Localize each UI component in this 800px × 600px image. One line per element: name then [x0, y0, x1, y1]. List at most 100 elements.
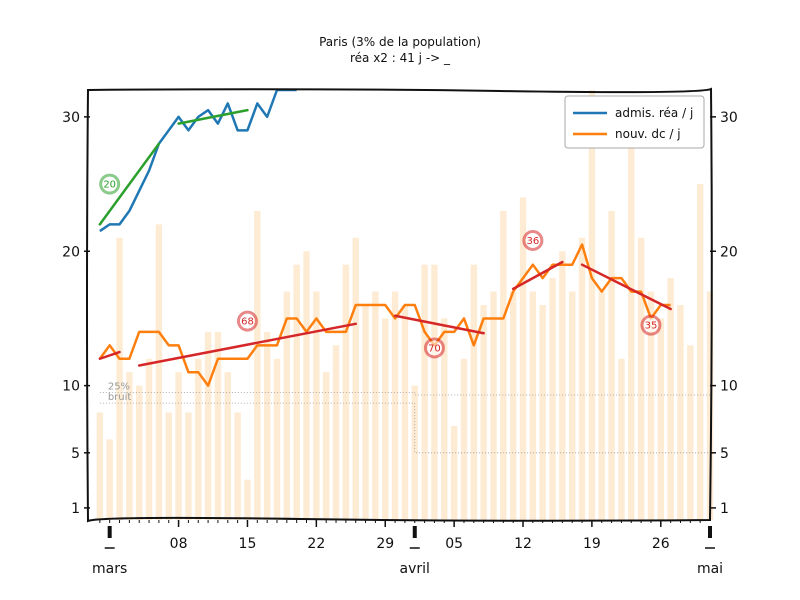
- y-tick-label-right: 20: [720, 244, 738, 260]
- bar: [136, 385, 143, 520]
- bar: [628, 143, 635, 520]
- bar: [382, 318, 389, 520]
- month-label: mars: [92, 561, 127, 577]
- noise-label: bruit: [108, 392, 132, 403]
- bar: [470, 264, 478, 520]
- badge-label: 20: [103, 180, 116, 191]
- bar: [332, 345, 340, 520]
- y-tick-label-right: 10: [720, 379, 738, 395]
- badge-label: 70: [428, 344, 441, 355]
- trend-line: [511, 260, 564, 291]
- y-tick-label-right: 1: [720, 501, 729, 517]
- month-label: avril: [400, 561, 430, 577]
- y-tick-label-right: 5: [720, 446, 729, 462]
- bar: [588, 90, 596, 520]
- bar: [687, 345, 694, 520]
- bar: [618, 358, 625, 520]
- bar: [490, 291, 497, 520]
- x-tick-label: 19: [583, 536, 601, 552]
- bar: [254, 210, 261, 520]
- bar: [559, 251, 566, 520]
- bar: [106, 439, 113, 520]
- noise-label: 25%: [108, 381, 130, 392]
- bar: [263, 331, 271, 520]
- badge-circle: [640, 314, 662, 336]
- trend-line: [393, 314, 485, 335]
- bar: [549, 278, 556, 520]
- bar: [352, 237, 359, 520]
- bar: [165, 412, 172, 520]
- badge-label: 68: [241, 317, 254, 328]
- bar: [204, 331, 212, 520]
- bar: [657, 318, 664, 520]
- plot-frame: [86, 87, 713, 523]
- y-tick-label-right: 30: [720, 110, 738, 126]
- bar: [647, 291, 655, 520]
- x-tick-label: 05: [445, 536, 463, 552]
- bar: [608, 210, 615, 520]
- series-line: [98, 243, 671, 387]
- bar: [155, 224, 163, 520]
- trend-line: [580, 263, 672, 311]
- bar: [234, 412, 241, 520]
- bar: [411, 385, 418, 520]
- y-tick-label-left: 5: [71, 446, 80, 462]
- bar: [539, 305, 546, 520]
- chart-subtitle: réa x2 : 41 j -> _: [350, 51, 451, 65]
- x-axis: 08 15 22 29 05 12 19 26 mars avril mai: [92, 520, 723, 577]
- bar: [303, 251, 310, 520]
- bar: [421, 264, 428, 520]
- badge-layer: 20 68 70 36 35: [99, 173, 662, 359]
- bar: [569, 291, 576, 520]
- bar: [96, 412, 104, 520]
- y-tick-label-left: 10: [62, 379, 80, 395]
- x-tick-label: 22: [307, 536, 325, 552]
- trend-line: [98, 142, 161, 226]
- legend-label-rea: admis. réa / j: [615, 106, 693, 120]
- bar: [598, 291, 605, 520]
- y-tick-label-left: 30: [62, 110, 80, 126]
- bar: [706, 291, 714, 520]
- bar: [322, 372, 330, 520]
- bar: [500, 210, 507, 520]
- x-tick-label: 29: [376, 536, 394, 552]
- fit-layer: [98, 108, 672, 367]
- bar: [637, 237, 645, 520]
- bar: [441, 318, 448, 520]
- bar: [460, 358, 468, 520]
- bar: [677, 305, 684, 520]
- bar: [509, 291, 517, 520]
- bar: [372, 291, 379, 520]
- bar: [283, 291, 291, 520]
- month-tick: [107, 526, 112, 538]
- x-tick-label: 08: [170, 536, 188, 552]
- month-tick: [708, 526, 712, 538]
- bar: [431, 264, 438, 520]
- chart-title: Paris (3% de la population): [319, 35, 481, 49]
- y-tick-label-left: 1: [71, 501, 80, 517]
- badge-circle: [423, 337, 445, 359]
- bar: [391, 291, 399, 520]
- badge-circle: [236, 310, 258, 332]
- y-tick-label-left: 20: [62, 244, 80, 260]
- legend-label-dc: nouv. dc / j: [615, 127, 681, 141]
- bar: [667, 278, 674, 520]
- x-tick-label: 12: [514, 536, 532, 552]
- bar: [195, 358, 202, 520]
- series-layer: [98, 88, 671, 387]
- trend-line: [137, 322, 357, 367]
- x-tick-label: 15: [239, 536, 257, 552]
- bar: [244, 479, 251, 520]
- series-line: [99, 88, 297, 233]
- bar: [116, 237, 123, 520]
- badge-circle: [522, 230, 544, 251]
- trend-line: [98, 350, 121, 360]
- noise-line: [99, 402, 710, 454]
- bar: [519, 197, 527, 520]
- noise-line: [99, 391, 710, 396]
- bar: [293, 264, 300, 520]
- bar: [401, 305, 409, 520]
- bar: [696, 184, 704, 520]
